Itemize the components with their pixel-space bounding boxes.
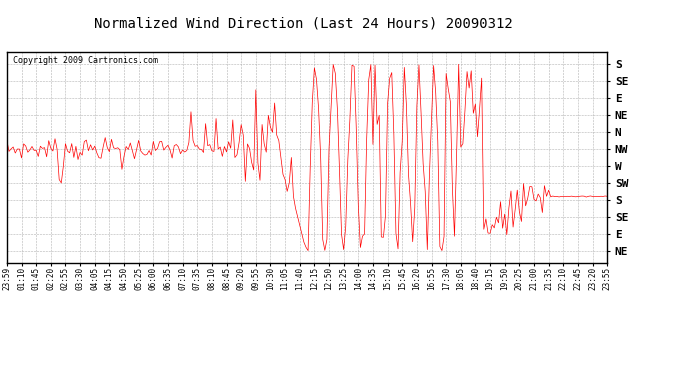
Text: Copyright 2009 Cartronics.com: Copyright 2009 Cartronics.com: [13, 56, 158, 64]
Text: Normalized Wind Direction (Last 24 Hours) 20090312: Normalized Wind Direction (Last 24 Hours…: [95, 17, 513, 31]
